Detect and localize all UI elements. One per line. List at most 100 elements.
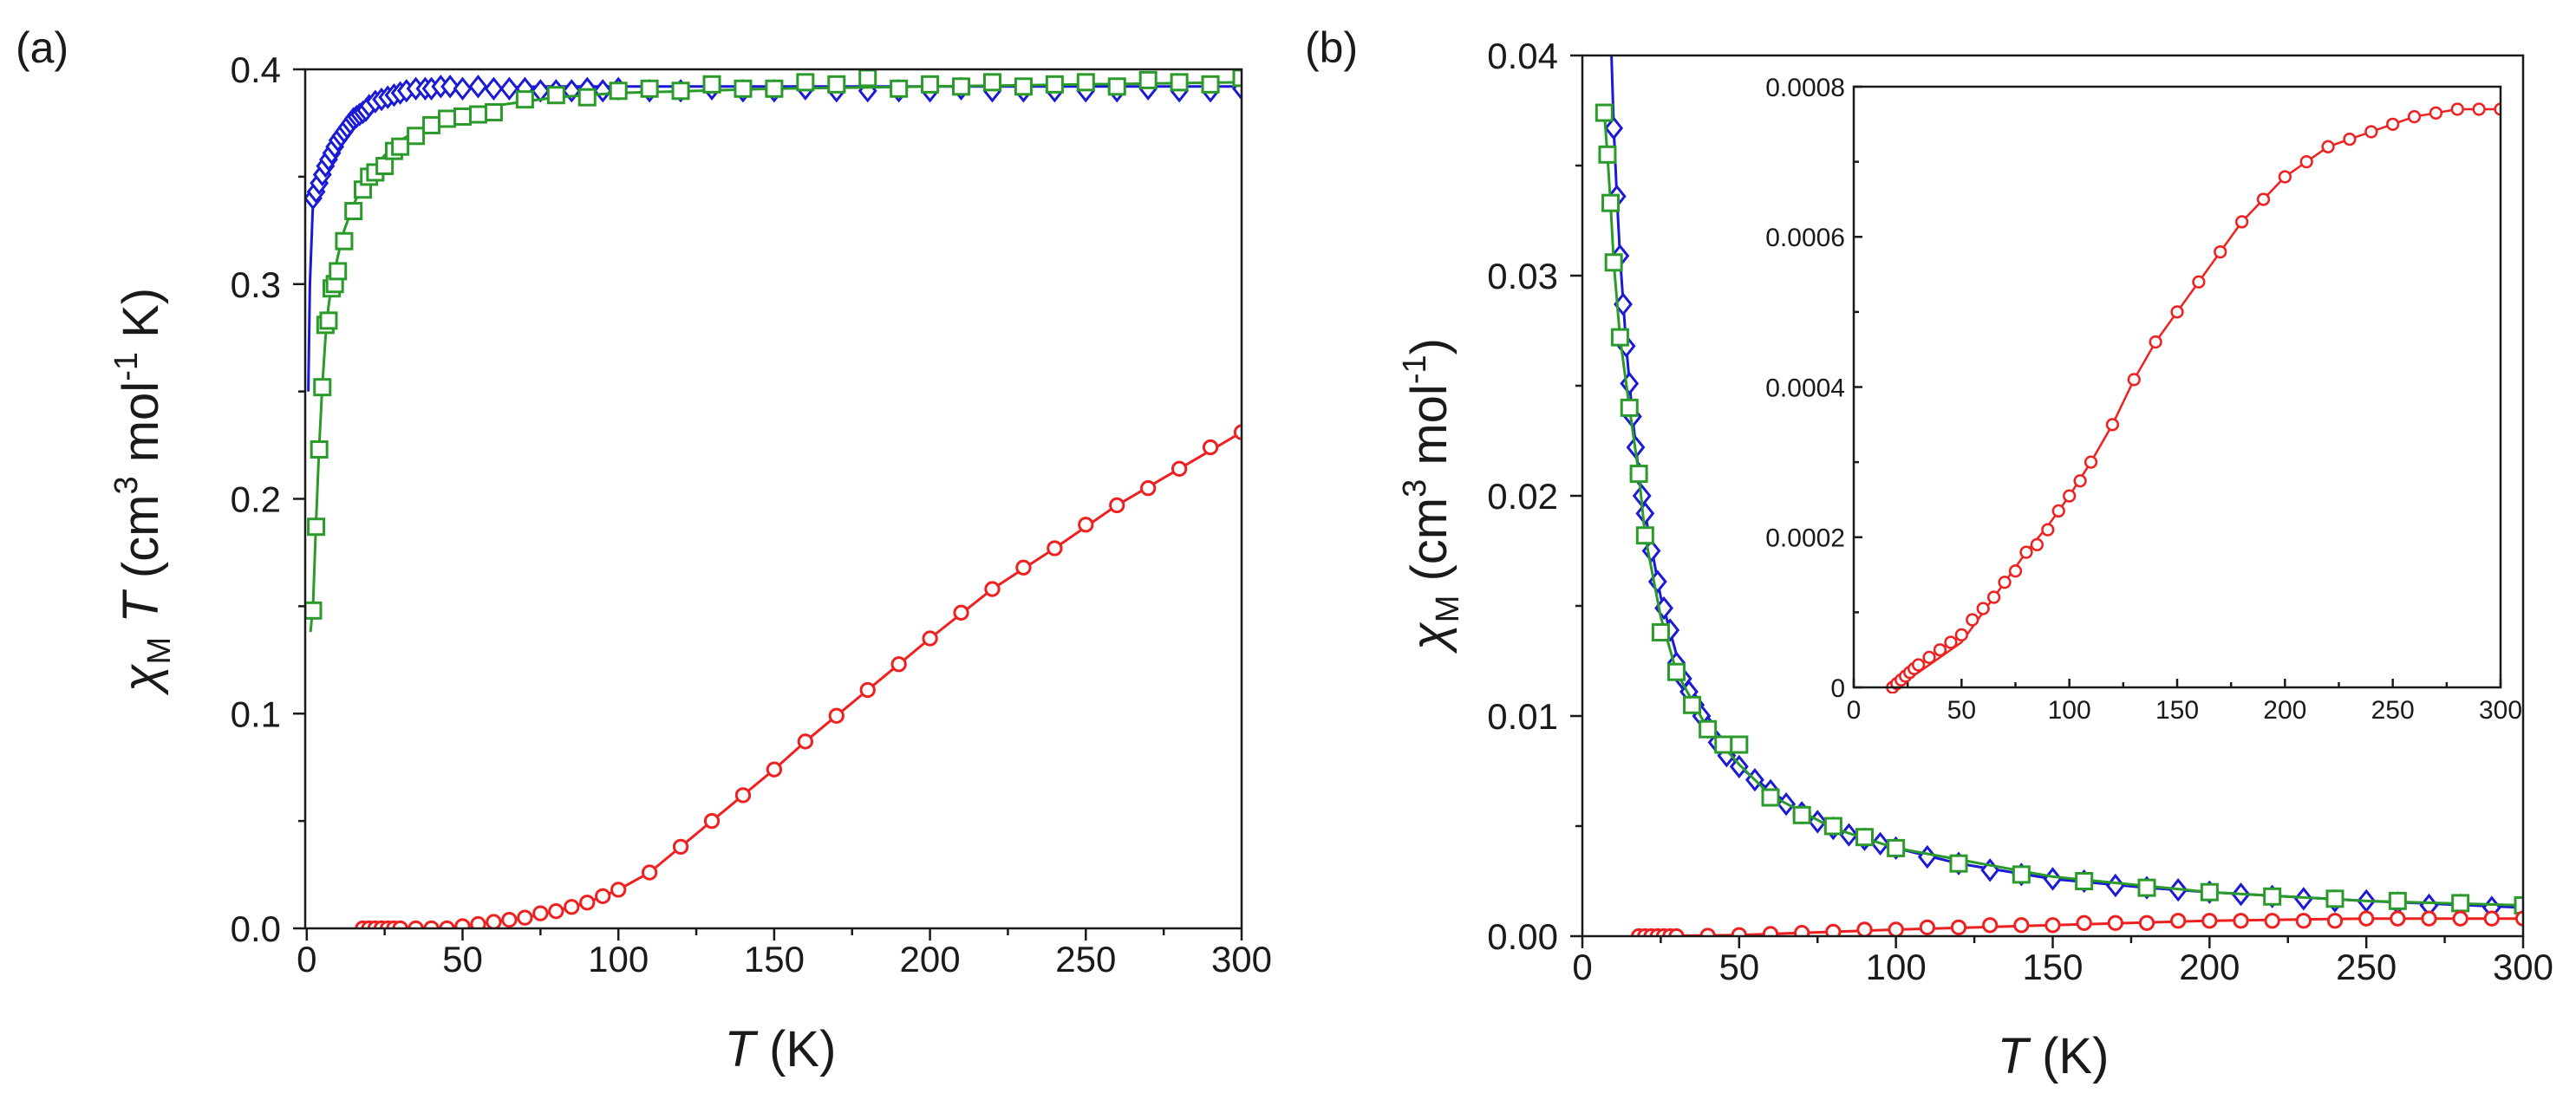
- point-green-squares-a: [307, 517, 326, 537]
- point-green-squares-a: [702, 75, 721, 94]
- point-blue-diamonds-a: [593, 79, 613, 103]
- point-red-circles-b: [1950, 919, 1967, 935]
- x-tick-label-b-inset: 0: [1847, 696, 1862, 725]
- point-red-circles-a: [470, 915, 486, 928]
- point-red-circles-a: [454, 918, 471, 928]
- point-green-squares-a: [319, 311, 338, 330]
- point-green-squares-a: [921, 75, 940, 94]
- point-blue-diamonds-b: [2105, 873, 2125, 898]
- point-red-circles-a: [1202, 439, 1219, 456]
- y-tick-label-a: 0.1: [231, 693, 281, 734]
- point-red-circles-b: [2170, 913, 2187, 929]
- x-tick-label-b: 0: [1572, 947, 1592, 987]
- point-blue-diamonds-b: [1635, 501, 1655, 525]
- x-tick-label-b-inset: 300: [2479, 696, 2522, 725]
- chart-panel-b-inset: 0 50 100 150 200 250 300 0 0.0002 0.0004 0.0006 0.0…: [1765, 74, 2522, 725]
- point-green-squares-a: [407, 127, 426, 146]
- point-red-circles-a: [1015, 559, 1032, 576]
- point-green-squares-b: [1699, 719, 1718, 739]
- point-red-circles-a: [797, 733, 813, 750]
- panel-b-x-axis-title: T (K): [1998, 1028, 2110, 1084]
- point-red-circles-b: [2421, 910, 2437, 927]
- point-red-circles-a: [501, 911, 518, 928]
- point-green-squares-b: [1855, 828, 1874, 847]
- point-red-circles-b: [2452, 910, 2468, 927]
- point-red-circles-b: [2295, 913, 2312, 929]
- point-green-squares-a: [796, 73, 815, 92]
- point-blue-diamonds-a: [484, 76, 504, 101]
- panel-a-label: (a): [16, 23, 68, 72]
- x-tick-label-b-inset: 250: [2371, 696, 2415, 725]
- point-red-circles-a: [1109, 497, 1125, 514]
- y-tick-label-b: 0.00: [1487, 916, 1558, 957]
- point-red-circles-a: [859, 681, 876, 699]
- point-red-circles-a: [766, 761, 783, 778]
- plot-area-a: [305, 68, 1242, 928]
- point-red-circles-b: [2514, 910, 2523, 927]
- point-green-squares-a: [890, 79, 909, 98]
- point-green-squares-a: [577, 88, 597, 107]
- panel-a-y-axis-title: χM T (cm3 mol-1 K): [108, 288, 178, 696]
- point-red-circles-a: [641, 864, 658, 881]
- point-red-circles-b-inset: [2364, 125, 2378, 139]
- panel-b-label: (b): [1305, 23, 1358, 72]
- x-tick-label-b: 100: [1866, 947, 1927, 987]
- point-red-circles-b-inset: [2321, 140, 2335, 153]
- x-tick-label-b-inset: 200: [2263, 696, 2306, 725]
- point-red-circles-b-inset: [1987, 590, 2001, 604]
- point-red-circles-b-inset: [2429, 106, 2443, 120]
- y-tick-label-b: 0.04: [1487, 36, 1558, 76]
- point-blue-diamonds-b: [1917, 844, 1937, 869]
- point-red-circles-b-inset: [1966, 613, 1979, 627]
- point-green-squares-b: [2137, 878, 2156, 897]
- point-green-squares-b: [1620, 398, 1639, 417]
- point-red-circles-b-inset: [1911, 658, 1926, 672]
- point-red-circles-b: [1794, 925, 1810, 936]
- point-green-squares-a: [515, 90, 534, 109]
- x-tick-label-b-inset: 50: [1947, 696, 1976, 725]
- point-green-squares-b: [2388, 891, 2407, 910]
- y-tick-label-b: 0.02: [1487, 476, 1558, 517]
- point-green-squares-a: [305, 601, 323, 620]
- point-green-squares-a: [1045, 75, 1064, 94]
- point-red-circles-b-inset: [2472, 102, 2486, 116]
- point-green-squares-a: [329, 262, 348, 281]
- point-red-circles-a: [922, 630, 938, 647]
- point-green-squares-b: [1714, 735, 1733, 754]
- point-blue-diamonds-b: [1604, 116, 1624, 140]
- point-green-squares-b: [1604, 253, 1623, 272]
- point-red-circles-a: [703, 812, 721, 830]
- point-red-circles-b-inset: [1933, 643, 1947, 657]
- point-red-circles-a: [548, 903, 564, 920]
- point-blue-diamonds-b: [1620, 371, 1640, 396]
- point-red-circles-b: [1825, 923, 1842, 936]
- point-red-circles-b-inset: [2494, 102, 2501, 116]
- point-green-squares-b: [1823, 817, 1842, 836]
- point-red-circles-a: [828, 707, 845, 724]
- x-tick-label-a: 200: [900, 939, 961, 980]
- x-tick-label-b-inset: 100: [2048, 696, 2091, 725]
- point-green-squares-a: [344, 202, 363, 221]
- panel-b-y-axis-title: χM (cm3 mol-1): [1397, 338, 1466, 654]
- point-red-circles-b: [2044, 917, 2061, 934]
- point-green-squares-a: [310, 440, 329, 459]
- x-tick-label-b: 300: [2493, 947, 2553, 987]
- point-red-circles-b-inset: [2008, 564, 2023, 578]
- point-blue-diamonds-a: [468, 75, 488, 99]
- point-green-squares-a: [375, 156, 395, 175]
- x-tick-label-a: 0: [297, 939, 316, 980]
- point-red-circles-a: [734, 787, 752, 804]
- svg-text:T (K): T (K): [725, 1021, 837, 1077]
- point-green-squares-a: [1076, 73, 1095, 92]
- point-green-squares-a: [734, 79, 753, 98]
- point-green-squares-a: [1201, 75, 1220, 94]
- point-green-squares-b: [1601, 193, 1621, 212]
- point-green-squares-a: [952, 77, 971, 96]
- point-red-circles-b-inset: [1944, 635, 1958, 649]
- y-tick-label-b-inset: 0.0004: [1765, 374, 1845, 402]
- point-red-circles-b-inset: [2127, 373, 2141, 387]
- fit-line-blue-diamonds-a: [307, 85, 1242, 392]
- point-red-circles-b-inset: [2278, 170, 2292, 184]
- point-red-circles-b-inset: [2299, 155, 2313, 169]
- fit-line-green-squares-a: [309, 81, 1242, 633]
